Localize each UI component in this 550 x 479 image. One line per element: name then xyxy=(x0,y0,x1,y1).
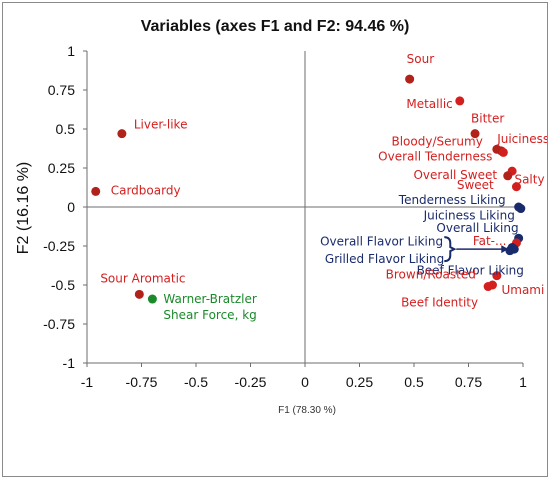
x-tick-label: -0.5 xyxy=(184,374,208,390)
scatter-point xyxy=(134,289,144,299)
point-label: Overall Tenderness xyxy=(378,149,492,163)
y-axis-label: F2 (16.16 %) xyxy=(15,162,32,254)
point-label: Sour xyxy=(407,52,435,66)
point-label: Liver-like xyxy=(134,118,188,132)
point-label: Overall Liking xyxy=(436,221,518,235)
y-tick-label: 0 xyxy=(67,199,75,215)
y-tick-label: -0.5 xyxy=(51,277,75,293)
x-tick-label: 1 xyxy=(519,374,527,390)
point-label: Tenderness Liking xyxy=(398,193,506,207)
scatter-point xyxy=(498,147,508,157)
y-tick-label: 1 xyxy=(67,43,75,59)
point-label: Fat-... xyxy=(473,234,507,248)
x-tick-label: -0.75 xyxy=(126,374,158,390)
y-tick-label: -0.25 xyxy=(43,238,75,254)
point-label: Bitter xyxy=(471,112,504,126)
scatter-point xyxy=(147,294,157,304)
scatter-point xyxy=(492,271,502,281)
label-arrow-head xyxy=(501,245,509,254)
point-label: Sweet xyxy=(457,178,494,192)
scatter-point xyxy=(455,96,465,106)
y-tick-label: 0.75 xyxy=(48,82,75,98)
scatter-point xyxy=(505,246,515,256)
point-labels-group: Sour Metallic Bitter Juiciness Bloody/Serumy… xyxy=(100,52,547,322)
point-label: Sour Aromatic xyxy=(100,271,185,285)
point-label: Umami xyxy=(501,283,544,297)
y-tick-label: -0.75 xyxy=(43,316,75,332)
x-tick-label: 0.75 xyxy=(455,374,482,390)
point-label: Juiciness xyxy=(496,132,547,146)
point-label: Salty xyxy=(514,173,544,187)
x-tick-label: 0.25 xyxy=(346,374,373,390)
point-label: Metallic xyxy=(406,97,452,111)
point-label: Bloody/Serumy xyxy=(391,134,482,148)
point-label: Beef Flavor Liking xyxy=(417,264,524,278)
point-label: Beef Identity xyxy=(401,296,478,310)
y-tick-label: 0.5 xyxy=(56,121,76,137)
x-tick-label: -0.25 xyxy=(235,374,267,390)
point-label: Overall Sweet xyxy=(413,168,497,182)
scatter-point xyxy=(405,74,415,84)
pca-biplot: Variables (axes F1 and F2: 94.46 %) F2 (… xyxy=(15,18,547,416)
scatter-point xyxy=(470,129,480,139)
chart-title: Variables (axes F1 and F2: 94.46 %) xyxy=(141,18,410,35)
label-bracket xyxy=(444,236,457,263)
point-label-line: Shear Force, kg xyxy=(163,308,256,322)
point-label: Brown/Roasted xyxy=(386,268,476,282)
x-tick-label: -1 xyxy=(81,374,94,390)
scatter-point xyxy=(483,282,493,292)
scatter-point xyxy=(511,182,521,192)
y-tick-label: 0.25 xyxy=(48,160,75,176)
points-group xyxy=(91,74,526,304)
x-axis-label: F1 (78.30 %) xyxy=(278,405,336,416)
axes-group: -1 -0.75 -0.5 -0.25 0 0.25 0.5 0.75 1 1 0.75 0.5 0.2… xyxy=(43,43,527,390)
point-label: Grilled Flavor Liking xyxy=(325,252,444,266)
point-label: Cardboardy xyxy=(111,183,181,197)
scatter-point xyxy=(117,129,127,139)
y-tick-label: -1 xyxy=(63,355,76,371)
point-label-line: Warner-Bratzler xyxy=(163,292,256,306)
point-label: Warner-Bratzler Shear Force, kg xyxy=(163,292,256,322)
x-tick-label: 0.5 xyxy=(404,374,424,390)
point-label: Juiciness Liking xyxy=(423,209,515,223)
scatter-point xyxy=(516,204,526,214)
x-tick-label: 0 xyxy=(301,374,309,390)
scatter-point xyxy=(91,186,101,196)
point-label: Overall Flavor Liking xyxy=(320,235,443,249)
scatter-point xyxy=(503,171,513,181)
